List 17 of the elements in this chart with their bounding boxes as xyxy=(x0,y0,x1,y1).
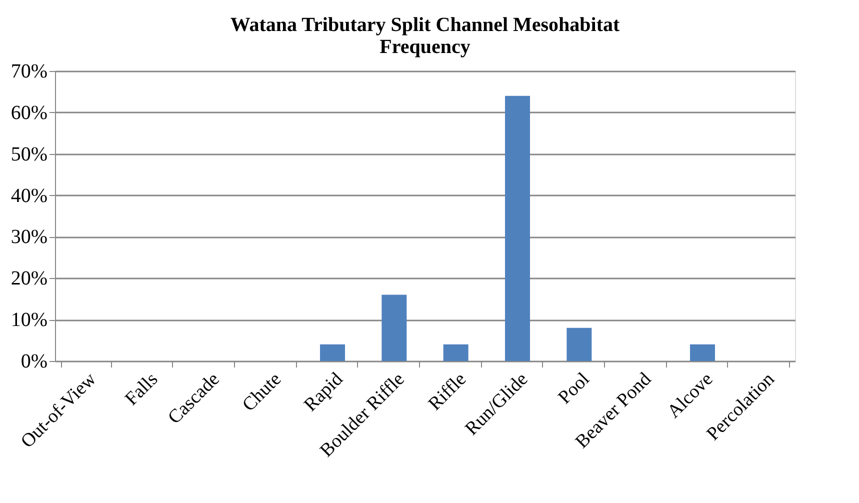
y-tick-label: 0% xyxy=(20,350,48,372)
y-tick-label: 30% xyxy=(10,226,48,248)
bar xyxy=(382,294,407,361)
bar xyxy=(690,344,715,361)
y-tick-label: 20% xyxy=(10,268,48,290)
bar xyxy=(566,328,592,361)
y-tick-label: 50% xyxy=(10,143,48,166)
bar xyxy=(443,344,468,361)
y-tick-label: 70% xyxy=(10,60,48,82)
bar xyxy=(505,96,530,361)
x-tick-label: Falls xyxy=(121,368,162,410)
y-tick-label: 60% xyxy=(10,102,48,124)
y-tick-label: 40% xyxy=(10,184,48,207)
text: Watana Tributary Split Channel Mesohabitat xyxy=(230,14,620,36)
y-tick-label: 10% xyxy=(10,309,48,332)
bar xyxy=(320,344,345,361)
text: Frequency xyxy=(380,36,470,58)
